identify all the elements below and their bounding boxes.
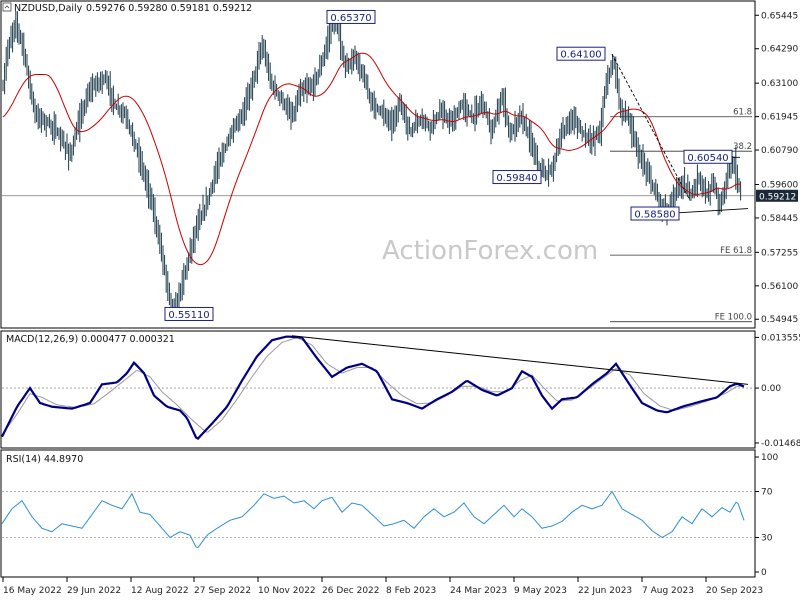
time-tick-label: 26 Dec 2022 bbox=[322, 586, 380, 596]
price-tick-label: 0.58445 bbox=[761, 214, 798, 224]
time-tick-label: 29 Jun 2022 bbox=[67, 586, 121, 596]
macd-trendline bbox=[291, 335, 749, 385]
price-annotation-label: 0.55110 bbox=[168, 310, 209, 321]
last-price-label: 0.59212 bbox=[759, 192, 796, 202]
price-tick-label: 0.59600 bbox=[761, 180, 798, 190]
price-candles bbox=[2, 10, 742, 315]
price-annotation-label: 0.65370 bbox=[330, 13, 371, 24]
price-tick-label: 0.63100 bbox=[761, 79, 798, 89]
rsi-axis: 100 70 30 0 bbox=[755, 453, 778, 578]
macd-axis: 0.013555 0.00 -0.014684 bbox=[755, 333, 800, 449]
price-annotations: 0.65370 0.64100 0.60540 0.59840 0.58580 0.551… bbox=[164, 9, 733, 321]
fib-projection-line bbox=[611, 54, 691, 201]
price-axis: 0.65445 0.64290 0.63100 0.61945 0.60790 0.596… bbox=[755, 11, 798, 325]
rsi-title: RSI(14) 44.8970 bbox=[6, 454, 83, 465]
macd-title: MACD(12,26,9) 0.000477 0.000321 bbox=[6, 334, 175, 345]
price-tick-label: 0.56100 bbox=[761, 282, 798, 292]
fib-levels: 61.8 38.2 FE 61.8 FE 100.0 bbox=[2, 108, 754, 323]
macd-panel: MACD(12,26,9) 0.000477 0.000321 bbox=[0, 330, 756, 449]
rsi-panel: RSI(14) 44.8970 bbox=[0, 449, 756, 578]
macd-tick-label: 0.013555 bbox=[761, 333, 800, 343]
price-annotation-label: 0.59840 bbox=[496, 173, 537, 184]
symbol-label: NZDUSD,Daily bbox=[14, 3, 83, 14]
time-tick-label: 20 Sep 2023 bbox=[706, 586, 763, 596]
price-annotation-label: 0.60540 bbox=[687, 153, 728, 164]
rsi-tick-label: 70 bbox=[761, 488, 773, 498]
time-tick-label: 22 Jun 2023 bbox=[578, 586, 632, 596]
price-annotation-box bbox=[630, 206, 680, 221]
time-tick-label: 10 Nov 2022 bbox=[258, 586, 316, 596]
ohlc-label: 0.59276 0.59280 0.59181 0.59212 bbox=[86, 3, 252, 14]
price-annotation-box bbox=[492, 170, 542, 185]
time-tick-label: 27 Sep 2022 bbox=[194, 586, 251, 596]
rsi-tick-label: 100 bbox=[761, 453, 778, 463]
macd-tick-label: 0.00 bbox=[761, 384, 781, 394]
price-tick-label: 0.54945 bbox=[761, 315, 798, 325]
macd-tick-label: -0.014684 bbox=[761, 439, 800, 449]
price-annotation-box bbox=[164, 306, 214, 321]
time-tick-label: 24 Mar 2023 bbox=[450, 586, 507, 596]
price-tick-label: 0.64290 bbox=[761, 45, 798, 55]
time-tick-label: 7 Aug 2023 bbox=[642, 586, 694, 596]
time-tick-label: 8 Feb 2023 bbox=[386, 586, 436, 596]
price-annotation-box bbox=[683, 149, 733, 164]
last-price-tag bbox=[756, 189, 798, 202]
fib-label: 38.2 bbox=[733, 142, 752, 152]
price-annotation-label: 0.58580 bbox=[634, 210, 675, 221]
fib-label: 61.8 bbox=[733, 108, 752, 118]
time-axis: 16 May 2022 29 Jun 2022 12 Aug 2022 27 Sep … bbox=[2, 577, 763, 596]
rsi-tick-label: 0 bbox=[761, 568, 767, 578]
watermark: ActionForex.com bbox=[382, 236, 598, 266]
fib-label: FE 100.0 bbox=[715, 313, 752, 323]
price-annotation-box bbox=[326, 9, 376, 24]
time-tick-label: 16 May 2022 bbox=[3, 586, 62, 596]
fib-label: FE 61.8 bbox=[720, 246, 752, 256]
price-tick-label: 0.61945 bbox=[761, 113, 798, 123]
moving-average-line bbox=[2, 52, 742, 266]
price-tick-label: 0.60790 bbox=[761, 146, 798, 156]
time-tick-label: 12 Aug 2022 bbox=[131, 586, 189, 596]
price-annotation-box bbox=[556, 46, 606, 61]
price-header: NZDUSD,Daily 0.59276 0.59280 0.59181 0.5… bbox=[2, 2, 252, 14]
price-annotation-label: 0.64100 bbox=[560, 50, 601, 61]
rsi-line bbox=[1, 490, 745, 549]
price-panel: ActionForex.com 61.838.2FE 61.8FE 100.0 … bbox=[0, 0, 756, 329]
support-trendline bbox=[677, 208, 749, 214]
price-tick-label: 0.57255 bbox=[761, 248, 798, 258]
rsi-tick-label: 30 bbox=[761, 534, 773, 544]
time-tick-label: 9 May 2023 bbox=[514, 586, 567, 596]
price-tick-label: 0.65445 bbox=[761, 11, 798, 21]
